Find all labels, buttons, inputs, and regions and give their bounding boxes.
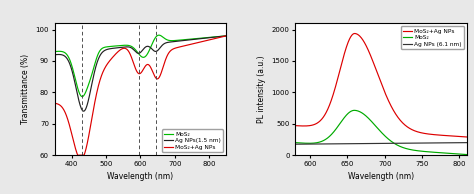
MoS₂	[464, 153, 470, 156]
Ag NPs(1.5 nm)	[189, 38, 195, 41]
MoS₂+Ag NPs	[121, 47, 127, 49]
Ag NPs(1.5 nm)	[69, 70, 75, 72]
Ag NPs (6.1 nm)	[464, 141, 470, 144]
Ag NPs(1.5 nm)	[170, 41, 175, 43]
MoS₂+Ag NPs	[75, 154, 81, 156]
MoS₂+Ag NPs	[323, 113, 328, 115]
Ag NPs (6.1 nm)	[407, 142, 413, 144]
Line: MoS₂+Ag NPs: MoS₂+Ag NPs	[55, 36, 227, 155]
MoS₂+Ag NPs	[189, 43, 195, 45]
MoS₂+Ag NPs	[394, 114, 400, 117]
MoS₂+Ag NPs	[128, 54, 133, 56]
MoS₂	[121, 44, 127, 46]
MoS₂+Ag NPs	[52, 102, 57, 104]
Y-axis label: PL intensity (a.u.): PL intensity (a.u.)	[257, 55, 266, 123]
MoS₂	[422, 150, 428, 153]
Line: MoS₂: MoS₂	[55, 35, 227, 97]
MoS₂	[156, 34, 162, 36]
MoS₂	[170, 39, 176, 42]
MoS₂	[352, 109, 357, 112]
Ag NPs(1.5 nm)	[121, 46, 127, 48]
Ag NPs(1.5 nm)	[224, 35, 229, 37]
Ag NPs (6.1 nm)	[393, 142, 399, 145]
Ag NPs (6.1 nm)	[323, 143, 328, 145]
MoS₂	[128, 45, 133, 47]
MoS₂	[292, 141, 298, 144]
Ag NPs(1.5 nm)	[81, 110, 86, 112]
Ag NPs(1.5 nm)	[128, 46, 133, 48]
MoS₂	[370, 122, 376, 124]
MoS₂	[224, 35, 229, 37]
MoS₂+Ag NPs	[464, 136, 470, 138]
MoS₂+Ag NPs	[407, 127, 413, 130]
Ag NPs(1.5 nm)	[186, 39, 191, 41]
Ag NPs (6.1 nm)	[370, 142, 376, 145]
Line: MoS₂: MoS₂	[295, 110, 467, 155]
MoS₂	[69, 65, 75, 68]
MoS₂	[186, 38, 191, 40]
MoS₂+Ag NPs	[337, 72, 342, 74]
MoS₂	[394, 144, 400, 146]
MoS₂+Ag NPs	[422, 132, 428, 135]
Ag NPs(1.5 nm)	[52, 54, 57, 56]
Line: MoS₂+Ag NPs: MoS₂+Ag NPs	[295, 34, 467, 137]
MoS₂	[407, 148, 413, 151]
MoS₂+Ag NPs	[352, 32, 357, 35]
MoS₂	[189, 38, 195, 40]
MoS₂	[79, 95, 85, 98]
Line: Ag NPs(1.5 nm): Ag NPs(1.5 nm)	[55, 36, 227, 111]
MoS₂+Ag NPs	[170, 48, 175, 50]
Legend: MoS₂+Ag NPs, MoS₂, Ag NPs (6.1 nm): MoS₂+Ag NPs, MoS₂, Ag NPs (6.1 nm)	[401, 26, 464, 49]
MoS₂	[337, 123, 342, 126]
Ag NPs (6.1 nm)	[292, 143, 298, 145]
Ag NPs (6.1 nm)	[337, 143, 342, 145]
MoS₂+Ag NPs	[370, 61, 376, 63]
Line: Ag NPs (6.1 nm): Ag NPs (6.1 nm)	[295, 143, 467, 144]
Y-axis label: Transmittance (%): Transmittance (%)	[21, 54, 30, 124]
MoS₂+Ag NPs	[224, 35, 229, 37]
MoS₂+Ag NPs	[292, 125, 298, 127]
Ag NPs (6.1 nm)	[421, 142, 427, 144]
X-axis label: Wavelength (nm): Wavelength (nm)	[107, 172, 173, 181]
Legend: MoS₂, Ag NPs(1.5 nm), MoS₂+Ag NPs: MoS₂, Ag NPs(1.5 nm), MoS₂+Ag NPs	[162, 129, 223, 152]
MoS₂	[323, 138, 328, 141]
X-axis label: Wavelength (nm): Wavelength (nm)	[348, 172, 414, 181]
MoS₂	[52, 50, 57, 53]
MoS₂+Ag NPs	[186, 44, 191, 46]
MoS₂+Ag NPs	[69, 134, 75, 136]
